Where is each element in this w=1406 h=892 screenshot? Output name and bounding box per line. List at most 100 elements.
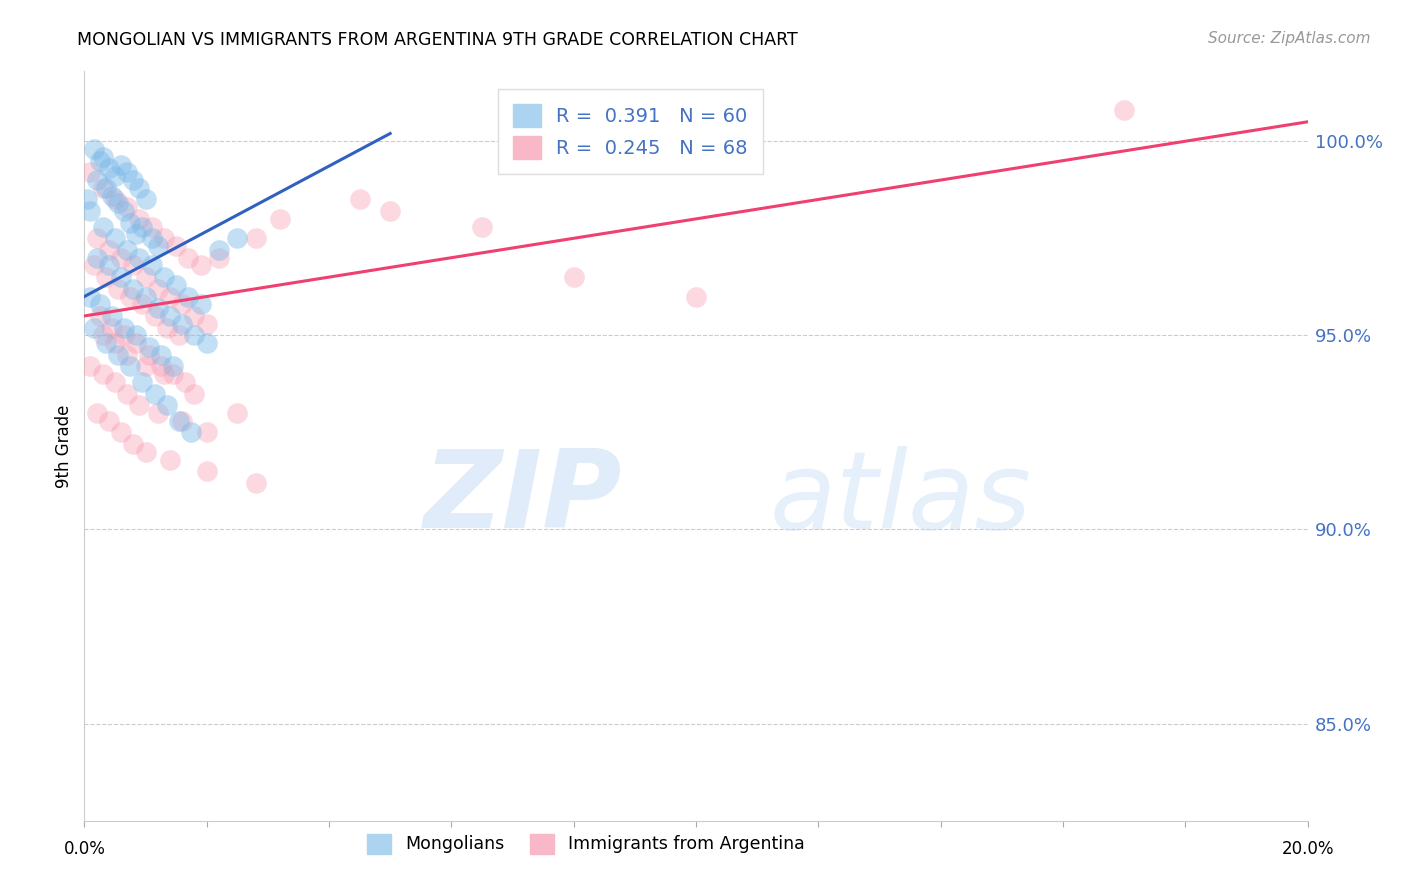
Point xyxy=(104,231,127,245)
Point xyxy=(86,406,108,420)
Point xyxy=(143,386,166,401)
Point xyxy=(89,297,111,311)
Point xyxy=(107,196,129,211)
Point xyxy=(471,219,494,234)
Point xyxy=(110,425,132,440)
Point xyxy=(165,239,187,253)
Point xyxy=(94,181,117,195)
Point xyxy=(226,406,249,420)
Point xyxy=(104,375,127,389)
Point xyxy=(1114,103,1136,118)
Point xyxy=(172,317,194,331)
Point xyxy=(562,270,585,285)
Point xyxy=(208,251,231,265)
Legend: Mongolians, Immigrants from Argentina: Mongolians, Immigrants from Argentina xyxy=(360,827,813,861)
Point xyxy=(153,270,176,285)
Point xyxy=(138,340,160,354)
Point xyxy=(83,142,105,156)
Point xyxy=(128,251,150,265)
Point xyxy=(135,193,157,207)
Point xyxy=(143,309,166,323)
Point xyxy=(141,219,163,234)
Point xyxy=(91,367,114,381)
Point xyxy=(110,251,132,265)
Point xyxy=(120,359,142,374)
Text: ZIP: ZIP xyxy=(425,445,623,551)
Point xyxy=(146,406,169,420)
Point xyxy=(180,425,202,440)
Point xyxy=(120,216,142,230)
Text: 20.0%: 20.0% xyxy=(1281,840,1334,858)
Point xyxy=(183,309,205,323)
Point xyxy=(135,359,157,374)
Point xyxy=(380,204,402,219)
Point xyxy=(183,328,205,343)
Point xyxy=(91,181,114,195)
Point xyxy=(135,270,157,285)
Point xyxy=(172,297,194,311)
Text: 0.0%: 0.0% xyxy=(63,840,105,858)
Point xyxy=(177,251,200,265)
Point xyxy=(135,289,157,303)
Point xyxy=(91,150,114,164)
Point xyxy=(89,153,111,168)
Point xyxy=(208,243,231,257)
Point xyxy=(79,359,101,374)
Point xyxy=(91,328,114,343)
Point xyxy=(245,475,267,490)
Point xyxy=(112,328,135,343)
Point xyxy=(83,259,105,273)
Point xyxy=(97,161,120,176)
Point xyxy=(107,348,129,362)
Point xyxy=(165,277,187,292)
Point xyxy=(159,452,181,467)
Point xyxy=(131,375,153,389)
Point xyxy=(122,282,145,296)
Point xyxy=(101,309,124,323)
Point xyxy=(115,200,138,214)
Point xyxy=(156,398,179,412)
Point xyxy=(685,289,707,303)
Point xyxy=(79,165,101,179)
Point xyxy=(128,211,150,226)
Point xyxy=(122,259,145,273)
Point xyxy=(146,282,169,296)
Point xyxy=(110,157,132,171)
Point xyxy=(195,336,218,351)
Point xyxy=(149,348,172,362)
Point xyxy=(112,320,135,334)
Point xyxy=(86,173,108,187)
Point xyxy=(120,289,142,303)
Point xyxy=(190,297,212,311)
Text: atlas: atlas xyxy=(769,446,1031,551)
Text: MONGOLIAN VS IMMIGRANTS FROM ARGENTINA 9TH GRADE CORRELATION CHART: MONGOLIAN VS IMMIGRANTS FROM ARGENTINA 9… xyxy=(77,31,799,49)
Point xyxy=(183,386,205,401)
Point xyxy=(125,336,148,351)
Point xyxy=(128,398,150,412)
Point xyxy=(146,301,169,315)
Point xyxy=(79,204,101,219)
Point xyxy=(101,188,124,202)
Point xyxy=(91,219,114,234)
Point xyxy=(153,231,176,245)
Point xyxy=(122,437,145,451)
Point xyxy=(195,317,218,331)
Point xyxy=(104,336,127,351)
Point xyxy=(115,386,138,401)
Point xyxy=(115,243,138,257)
Point xyxy=(122,173,145,187)
Point xyxy=(104,169,127,184)
Point xyxy=(83,320,105,334)
Point xyxy=(89,309,111,323)
Point xyxy=(104,193,127,207)
Point xyxy=(101,320,124,334)
Point xyxy=(159,309,181,323)
Point xyxy=(125,227,148,242)
Point xyxy=(125,328,148,343)
Point xyxy=(94,270,117,285)
Point xyxy=(195,464,218,478)
Point xyxy=(110,270,132,285)
Text: Source: ZipAtlas.com: Source: ZipAtlas.com xyxy=(1208,31,1371,46)
Point xyxy=(269,211,291,226)
Point xyxy=(128,181,150,195)
